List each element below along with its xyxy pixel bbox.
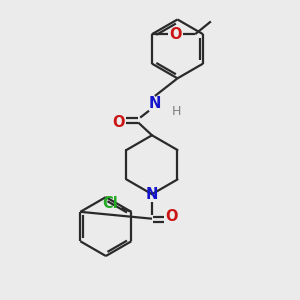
Text: O: O	[169, 27, 182, 42]
Text: H: H	[172, 105, 181, 118]
Text: N: N	[146, 187, 158, 202]
Text: O: O	[165, 209, 178, 224]
Text: N: N	[149, 96, 161, 111]
Text: Cl: Cl	[102, 196, 118, 211]
Text: O: O	[112, 115, 125, 130]
